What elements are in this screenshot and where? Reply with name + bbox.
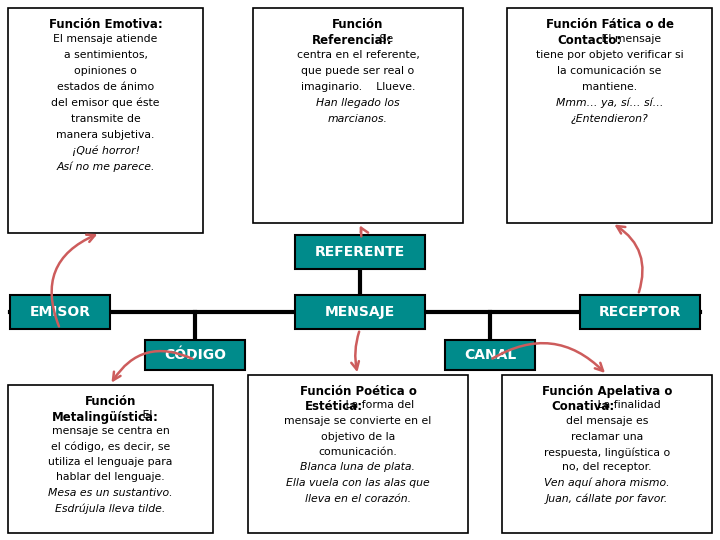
Text: mensaje se convierte en el: mensaje se convierte en el [284, 416, 431, 426]
Text: marcianos.: marcianos. [328, 114, 388, 124]
Bar [502, 375, 712, 533]
Text: tiene por objeto verificar si: tiene por objeto verificar si [536, 50, 683, 60]
Text: Función Apelativa o: Función Apelativa o [542, 385, 672, 398]
Text: estados de ánimo: estados de ánimo [57, 82, 154, 92]
Text: Blanca luna de plata.: Blanca luna de plata. [300, 462, 415, 472]
Text: Contacto:: Contacto: [557, 34, 621, 47]
Text: CÓDIGO: CÓDIGO [164, 348, 226, 362]
Text: objetivo de la: objetivo de la [321, 431, 395, 442]
Text: del emisor que éste: del emisor que éste [51, 98, 160, 109]
Text: opiniones o: opiniones o [74, 66, 137, 76]
Bar [8, 385, 213, 533]
Text: El mensaje: El mensaje [598, 34, 661, 44]
Text: comunicación.: comunicación. [319, 447, 397, 457]
Text: Así no me parece.: Así no me parece. [56, 162, 155, 172]
Text: imaginario.    Llueve.: imaginario. Llueve. [301, 82, 415, 92]
Text: Función Emotiva:: Función Emotiva: [49, 18, 163, 31]
Text: mensaje se centra en: mensaje se centra en [52, 426, 169, 436]
Bar [295, 235, 425, 269]
Text: ¡Qué horror!: ¡Qué horror! [71, 146, 140, 157]
Text: RECEPTOR: RECEPTOR [599, 305, 681, 319]
Text: lleva en el corazón.: lleva en el corazón. [305, 494, 411, 503]
Text: reclamar una: reclamar una [571, 431, 643, 442]
Text: Estética:: Estética: [305, 401, 363, 414]
Text: Se: Se [376, 34, 393, 44]
Text: Ven aquí ahora mismo.: Ven aquí ahora mismo. [544, 478, 670, 489]
Text: que puede ser real o: que puede ser real o [302, 66, 415, 76]
Bar [445, 340, 535, 370]
Text: Mmm… ya, sí… sí…: Mmm… ya, sí… sí… [556, 98, 663, 109]
Text: mantiene.: mantiene. [582, 82, 637, 92]
Text: Ella vuela con las alas que: Ella vuela con las alas que [286, 478, 430, 488]
Text: a sentimientos,: a sentimientos, [63, 50, 148, 60]
Text: CANAL: CANAL [464, 348, 516, 362]
Text: respuesta, lingüística o: respuesta, lingüística o [544, 447, 670, 457]
Text: del mensaje es: del mensaje es [566, 416, 648, 426]
Text: Metalingüística:: Metalingüística: [52, 410, 158, 423]
Text: La forma del: La forma del [342, 401, 414, 410]
Text: Función: Función [85, 395, 136, 408]
Text: no, del receptor.: no, del receptor. [562, 462, 652, 472]
Text: Juan, cállate por favor.: Juan, cállate por favor. [546, 494, 668, 504]
Text: Conativa:: Conativa: [552, 401, 615, 414]
Bar [295, 295, 425, 329]
Text: Mesa es un sustantivo.: Mesa es un sustantivo. [48, 488, 173, 498]
Text: MENSAJE: MENSAJE [325, 305, 395, 319]
Text: el código, es decir, se: el código, es decir, se [51, 442, 170, 452]
Text: centra en el referente,: centra en el referente, [297, 50, 420, 60]
Bar [10, 295, 110, 329]
Text: Función: Función [333, 18, 384, 31]
Text: El: El [139, 410, 153, 421]
Text: la comunicación se: la comunicación se [557, 66, 662, 76]
Text: EMISOR: EMISOR [30, 305, 91, 319]
Text: La finalidad: La finalidad [593, 401, 660, 410]
Bar [253, 8, 463, 223]
Text: transmite de: transmite de [71, 114, 140, 124]
Text: utiliza el lenguaje para: utiliza el lenguaje para [48, 457, 173, 467]
Text: Referencial:: Referencial: [312, 34, 392, 47]
Text: Han llegado los: Han llegado los [316, 98, 400, 108]
Bar [580, 295, 700, 329]
Bar [145, 340, 245, 370]
Text: Esdrújula lleva tilde.: Esdrújula lleva tilde. [55, 503, 166, 514]
Bar [507, 8, 712, 223]
Text: El mensaje atiende: El mensaje atiende [53, 34, 158, 44]
Text: manera subjetiva.: manera subjetiva. [56, 130, 155, 140]
Text: ¿Entendieron?: ¿Entendieron? [571, 114, 649, 124]
Text: Función Poética o: Función Poética o [300, 385, 416, 398]
Text: REFERENTE: REFERENTE [315, 245, 405, 259]
Bar [8, 8, 203, 233]
Text: hablar del lenguaje.: hablar del lenguaje. [56, 472, 165, 483]
Bar [248, 375, 468, 533]
Text: Función Fática o de: Función Fática o de [546, 18, 673, 31]
